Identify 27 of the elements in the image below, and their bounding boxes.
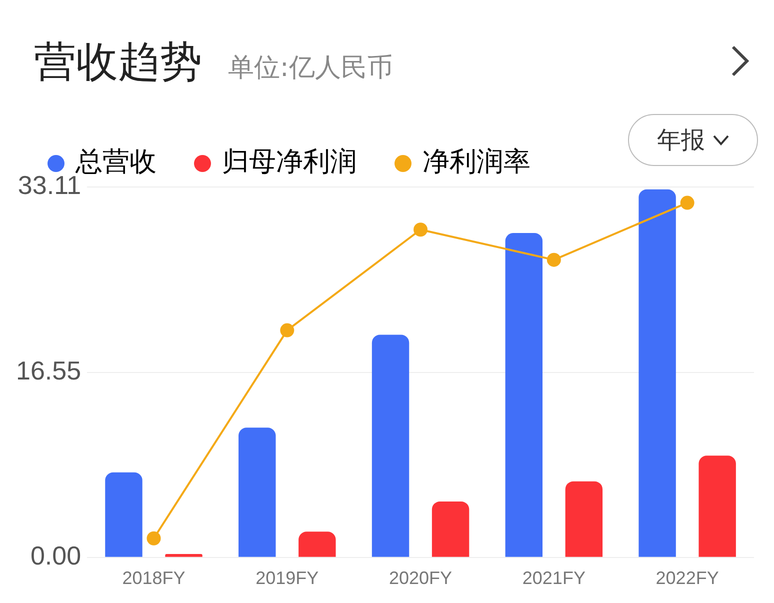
bar [105, 472, 142, 557]
bar [165, 554, 202, 557]
bar [238, 428, 276, 557]
bar [638, 189, 676, 557]
x-tick-label: 2020FY [389, 568, 452, 588]
chart-subtitle: 单位:亿人民币 [228, 52, 393, 85]
x-tick-label: 2019FY [256, 568, 319, 588]
chart-title: 营收趋势 [34, 36, 202, 88]
x-tick-label: 2021FY [522, 568, 586, 588]
legend-label: 净利润率 [422, 146, 530, 178]
point [680, 196, 694, 210]
bar [698, 456, 736, 557]
bar [432, 501, 470, 557]
bar [505, 232, 543, 557]
bar [565, 481, 603, 557]
bar [298, 532, 336, 557]
point [146, 531, 161, 546]
bar [372, 334, 410, 557]
point [414, 222, 428, 237]
y-tick-label: 16.55 [16, 355, 82, 386]
legend-label: 归母净利润 [222, 146, 357, 178]
point [280, 323, 294, 338]
x-tick-label: 2018FY [122, 568, 186, 588]
point [546, 252, 561, 267]
x-tick-label: 2022FY [656, 568, 719, 588]
text: 年报 [657, 125, 705, 156]
y-tick-label: 0.00 [30, 540, 82, 571]
